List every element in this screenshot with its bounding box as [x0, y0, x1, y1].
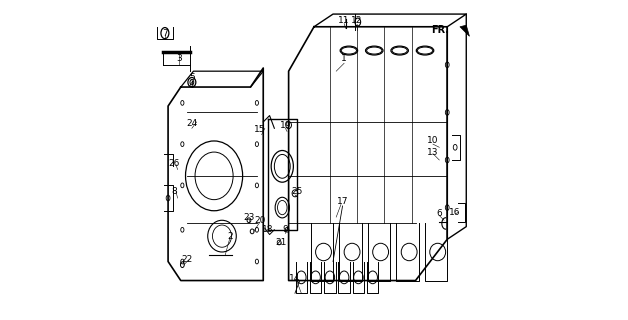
- Text: 2: 2: [227, 232, 233, 241]
- Text: 25: 25: [291, 187, 302, 196]
- Text: 5: 5: [189, 73, 195, 82]
- Text: 21: 21: [275, 238, 286, 247]
- Text: 26: 26: [169, 159, 180, 168]
- Text: 8: 8: [171, 187, 177, 196]
- Text: 20: 20: [254, 216, 266, 225]
- Text: 14: 14: [290, 275, 301, 284]
- Text: 18: 18: [263, 225, 274, 234]
- Text: 7: 7: [162, 28, 168, 38]
- Text: 12: 12: [351, 16, 362, 25]
- Text: 16: 16: [450, 208, 461, 217]
- Text: 23: 23: [243, 212, 255, 222]
- Text: FR.: FR.: [431, 25, 449, 35]
- Text: 22: 22: [181, 255, 193, 264]
- Text: 15: 15: [254, 125, 266, 134]
- Text: 19: 19: [279, 121, 291, 130]
- Text: 9: 9: [283, 225, 288, 234]
- Text: 6: 6: [436, 209, 442, 219]
- Text: 4: 4: [189, 81, 195, 90]
- Text: 13: 13: [427, 148, 439, 156]
- Text: 11: 11: [338, 16, 350, 25]
- Text: 24: 24: [187, 119, 197, 128]
- Text: 3: 3: [176, 54, 182, 63]
- Text: 10: 10: [427, 136, 439, 146]
- Text: 17: 17: [337, 197, 349, 206]
- Text: 1: 1: [341, 54, 347, 63]
- Polygon shape: [460, 25, 470, 36]
